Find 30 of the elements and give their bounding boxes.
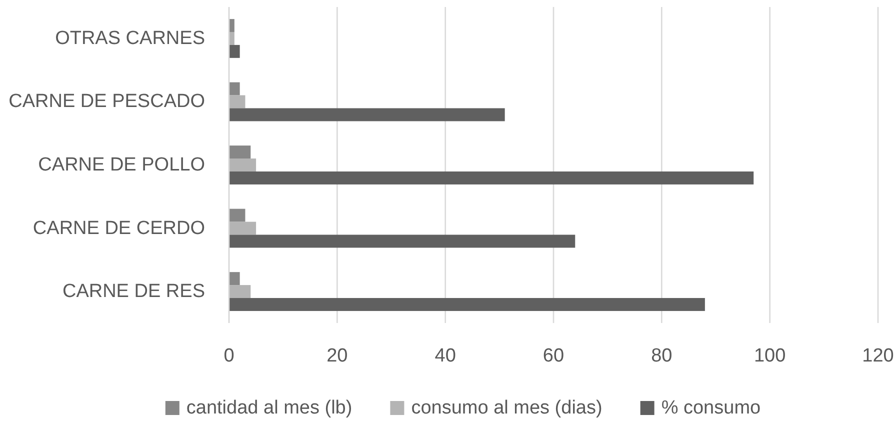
bar xyxy=(229,208,246,222)
bar xyxy=(229,298,705,311)
x-tick-label: 120 xyxy=(862,346,894,366)
x-tick-label: 60 xyxy=(542,346,564,366)
y-tick-label: OTRAS CARNES xyxy=(55,28,205,49)
bar xyxy=(229,272,240,286)
y-tick-label: CARNE DE POLLO xyxy=(38,154,205,176)
bar xyxy=(229,285,251,298)
x-tick-label: 20 xyxy=(326,346,348,366)
bar xyxy=(229,82,240,96)
bar xyxy=(229,19,234,32)
bar xyxy=(229,222,256,235)
bar xyxy=(229,158,256,172)
bar xyxy=(229,44,240,58)
x-tick-label: 80 xyxy=(651,346,672,366)
x-tick-label: 0 xyxy=(224,346,234,366)
legend-label: cantidad al mes (lb) xyxy=(186,398,352,418)
bar xyxy=(229,234,576,248)
y-tick-label: CARNE DE RES xyxy=(62,281,205,302)
bar xyxy=(229,32,234,45)
y-tick-label: CARNE DE CERDO xyxy=(32,218,205,239)
bar xyxy=(229,95,246,108)
x-tick-label: 100 xyxy=(754,346,786,366)
y-tick-label: CARNE DE PESCADO xyxy=(8,91,205,112)
bar xyxy=(229,146,251,159)
x-tick-label: 40 xyxy=(434,346,456,366)
bar xyxy=(229,108,505,122)
legend-label: consumo al mes (dias) xyxy=(411,398,602,418)
legend-label: % consumo xyxy=(661,398,761,418)
bar xyxy=(229,171,754,184)
